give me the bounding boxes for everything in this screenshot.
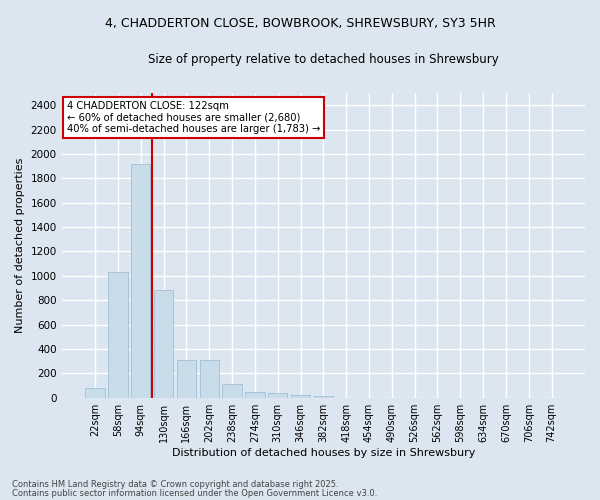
Bar: [223, 384, 242, 398]
Bar: [268, 393, 287, 398]
Bar: [200, 360, 219, 398]
Text: Contains public sector information licensed under the Open Government Licence v3: Contains public sector information licen…: [12, 488, 377, 498]
Bar: [314, 396, 333, 398]
Bar: [177, 360, 196, 398]
Bar: [154, 290, 173, 398]
Text: 4, CHADDERTON CLOSE, BOWBROOK, SHREWSBURY, SY3 5HR: 4, CHADDERTON CLOSE, BOWBROOK, SHREWSBUR…: [104, 18, 496, 30]
Y-axis label: Number of detached properties: Number of detached properties: [15, 158, 25, 333]
Text: Contains HM Land Registry data © Crown copyright and database right 2025.: Contains HM Land Registry data © Crown c…: [12, 480, 338, 489]
Text: 4 CHADDERTON CLOSE: 122sqm
← 60% of detached houses are smaller (2,680)
40% of s: 4 CHADDERTON CLOSE: 122sqm ← 60% of deta…: [67, 100, 320, 134]
X-axis label: Distribution of detached houses by size in Shrewsbury: Distribution of detached houses by size …: [172, 448, 475, 458]
Bar: [245, 392, 265, 398]
Bar: [108, 272, 128, 398]
Bar: [85, 388, 105, 398]
Title: Size of property relative to detached houses in Shrewsbury: Size of property relative to detached ho…: [148, 52, 499, 66]
Bar: [131, 164, 151, 398]
Bar: [291, 396, 310, 398]
